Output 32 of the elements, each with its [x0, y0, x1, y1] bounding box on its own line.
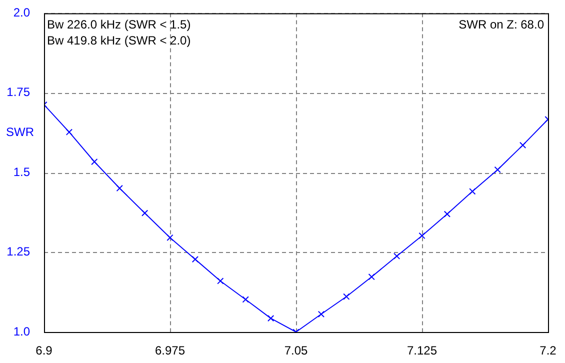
point [494, 166, 501, 174]
annotation: SWR on Z: 68.0 [458, 18, 544, 32]
point [217, 278, 224, 284]
point [66, 128, 73, 136]
point [393, 252, 400, 260]
annotation: Bw 226.0 kHz (SWR < 1.5) [47, 18, 191, 32]
point [192, 256, 199, 263]
point [166, 234, 174, 241]
point [444, 210, 451, 218]
x-tick-label: 6.975 [154, 344, 186, 358]
point [469, 188, 476, 195]
y-tick-label: 2.0 [13, 6, 30, 20]
x-tick-label: 7.05 [284, 344, 308, 358]
point [318, 310, 325, 318]
point [418, 232, 426, 240]
x-tick-label: 7.125 [406, 344, 438, 358]
point [343, 293, 350, 300]
y-tick-label: 1.25 [6, 244, 30, 259]
y-tick-label: 1.5 [13, 164, 30, 179]
point [91, 158, 98, 166]
x-tick-label: 6.9 [36, 344, 53, 358]
point [141, 210, 148, 216]
point [267, 314, 274, 322]
point [368, 274, 375, 280]
annotation: Bw 419.8 kHz (SWR < 2.0) [47, 34, 191, 48]
x-tick-label: 7.2 [540, 344, 557, 358]
point [519, 142, 526, 149]
y-axis-title: SWR [6, 125, 34, 140]
point [242, 296, 249, 303]
point [116, 184, 123, 192]
y-tick-label: 1.0 [13, 324, 30, 338]
y-tick-label: 1.75 [6, 85, 30, 100]
